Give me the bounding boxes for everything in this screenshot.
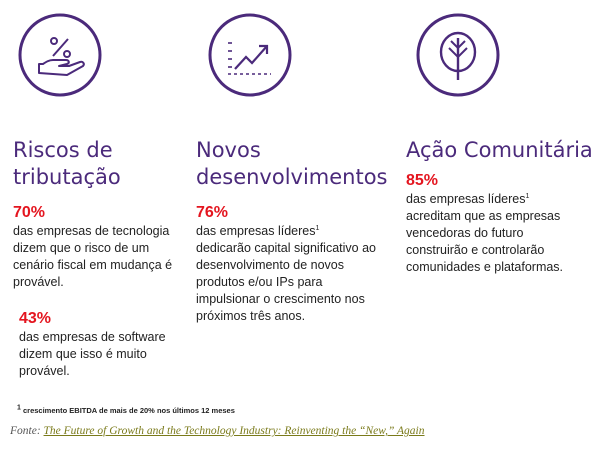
stat-percent: 76%	[196, 204, 229, 221]
stat-percent: 43%	[19, 310, 52, 327]
column-title-tax-risk: Riscos de tributação	[13, 138, 121, 189]
growth-chart-icon	[207, 12, 293, 98]
stat-percent: 85%	[406, 172, 439, 189]
tree-icon	[415, 12, 501, 98]
stat-description: das empresas líderes1 acreditam que as e…	[406, 192, 564, 274]
percent-hand-icon	[17, 12, 103, 98]
stat-description: das empresas de software dizem que isso …	[19, 330, 166, 378]
footnote: 1 crescimento EBITDA de mais de 20% nos …	[17, 404, 235, 416]
source-label: Fonte:	[10, 425, 41, 437]
source-link[interactable]: The Future of Growth and the Technology …	[43, 425, 425, 437]
column-title-community-action: Ação Comunitária	[406, 138, 593, 162]
stat-description: das empresas líderes1 dedicarão capital …	[196, 224, 376, 323]
stat-description: das empresas de tecnologia dizem que o r…	[13, 224, 173, 289]
column-title-new-developments: Novos desenvolvimentos	[196, 138, 388, 189]
stat-percent: 70%	[13, 204, 46, 221]
source-line: Fonte: The Future of Growth and the Tech…	[10, 425, 425, 437]
